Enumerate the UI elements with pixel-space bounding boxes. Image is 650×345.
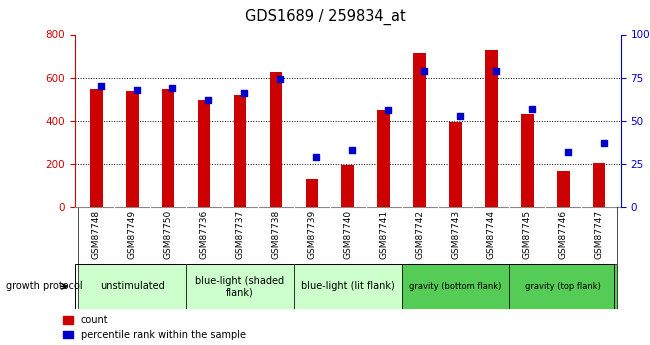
- Text: GSM87746: GSM87746: [559, 210, 568, 259]
- Bar: [378, 110, 390, 207]
- Bar: [198, 100, 211, 207]
- Bar: [557, 171, 569, 207]
- Point: [526, 106, 537, 111]
- Text: unstimulated: unstimulated: [100, 282, 164, 291]
- Text: gravity (bottom flank): gravity (bottom flank): [410, 282, 502, 291]
- Point: [383, 108, 393, 113]
- Point: [275, 77, 285, 82]
- Legend: count, percentile rank within the sample: count, percentile rank within the sample: [63, 315, 246, 340]
- Text: GSM87748: GSM87748: [92, 210, 101, 259]
- Bar: [234, 95, 246, 207]
- Point: [419, 68, 429, 73]
- Point: [167, 85, 177, 91]
- Text: blue-light (lit flank): blue-light (lit flank): [301, 282, 395, 291]
- Bar: [485, 50, 498, 207]
- Bar: [413, 53, 426, 207]
- Bar: [79, 264, 186, 309]
- Text: GSM87744: GSM87744: [487, 210, 496, 259]
- Text: growth protocol: growth protocol: [6, 282, 83, 291]
- Bar: [294, 264, 402, 309]
- Bar: [270, 72, 282, 207]
- Point: [131, 87, 142, 92]
- Point: [491, 68, 501, 73]
- Text: GSM87747: GSM87747: [595, 210, 604, 259]
- Bar: [521, 114, 534, 207]
- Text: GSM87737: GSM87737: [235, 210, 244, 259]
- Text: GDS1689 / 259834_at: GDS1689 / 259834_at: [244, 9, 406, 25]
- Point: [562, 149, 573, 155]
- Bar: [593, 163, 606, 207]
- Bar: [402, 264, 510, 309]
- Bar: [306, 179, 318, 207]
- Point: [311, 154, 321, 160]
- Bar: [449, 122, 462, 207]
- Text: gravity (top flank): gravity (top flank): [525, 282, 601, 291]
- Bar: [90, 89, 103, 207]
- Text: GSM87740: GSM87740: [343, 210, 352, 259]
- Text: GSM87749: GSM87749: [127, 210, 136, 259]
- Text: GSM87738: GSM87738: [272, 210, 280, 259]
- Bar: [162, 89, 174, 207]
- Point: [454, 113, 465, 118]
- Bar: [341, 165, 354, 207]
- Text: GSM87745: GSM87745: [523, 210, 532, 259]
- Point: [347, 147, 358, 153]
- Text: GSM87739: GSM87739: [307, 210, 317, 259]
- Bar: [126, 90, 138, 207]
- Point: [239, 90, 250, 96]
- Bar: [510, 264, 617, 309]
- Text: GSM87742: GSM87742: [415, 210, 424, 259]
- Text: GSM87750: GSM87750: [164, 210, 173, 259]
- Text: GSM87736: GSM87736: [200, 210, 209, 259]
- Text: blue-light (shaded
flank): blue-light (shaded flank): [196, 276, 285, 297]
- Point: [203, 97, 214, 103]
- Point: [96, 83, 106, 89]
- Bar: [186, 264, 294, 309]
- Text: GSM87741: GSM87741: [379, 210, 388, 259]
- Text: GSM87743: GSM87743: [451, 210, 460, 259]
- Point: [598, 140, 608, 146]
